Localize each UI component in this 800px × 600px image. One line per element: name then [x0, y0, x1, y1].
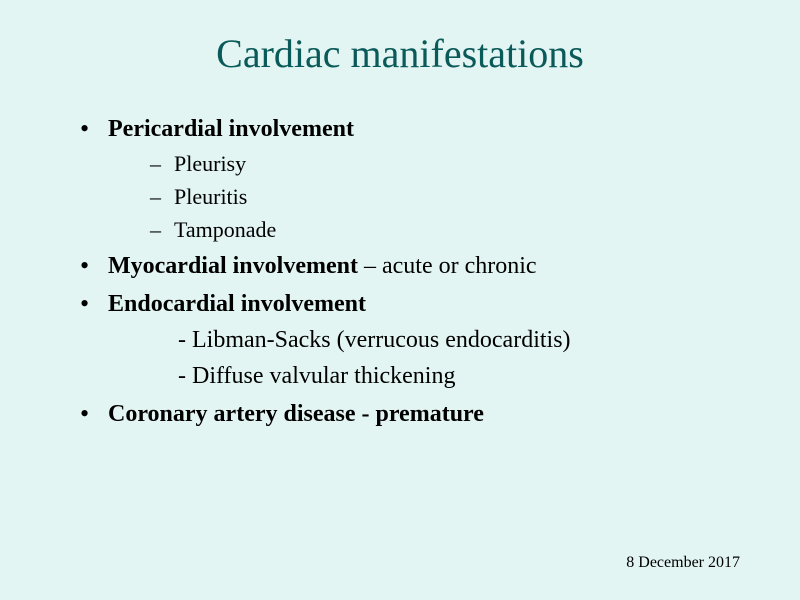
bullet-bold: Pericardial involvement	[108, 116, 354, 142]
bullet-item: Coronary artery disease - premature	[80, 396, 740, 432]
sub-bullet-item: Pleuritis	[150, 180, 740, 213]
sub-indent-item: - Diffuse valvular thickening	[108, 358, 740, 394]
bullet-trailing: – acute or chronic	[358, 253, 537, 279]
bullet-item: Endocardial involvement - Libman-Sacks (…	[80, 286, 740, 394]
sub-bullet-list: Pleurisy Pleuritis Tamponade	[108, 147, 740, 246]
sub-indent-item: - Libman-Sacks (verrucous endocarditis)	[108, 322, 740, 358]
slide-title: Cardiac manifestations	[60, 30, 740, 77]
bullet-bold: Coronary artery disease - premature	[108, 401, 484, 427]
bullet-bold: Endocardial involvement	[108, 291, 366, 317]
slide-container: Cardiac manifestations Pericardial invol…	[0, 0, 800, 600]
bullet-item: Myocardial involvement – acute or chroni…	[80, 248, 740, 284]
bullet-list: Pericardial involvement Pleurisy Pleurit…	[60, 111, 740, 432]
sub-bullet-item: Tamponade	[150, 213, 740, 246]
bullet-item: Pericardial involvement Pleurisy Pleurit…	[80, 111, 740, 246]
bullet-bold: Myocardial involvement	[108, 253, 358, 279]
sub-bullet-item: Pleurisy	[150, 147, 740, 180]
footer-date: 8 December 2017	[626, 554, 740, 572]
